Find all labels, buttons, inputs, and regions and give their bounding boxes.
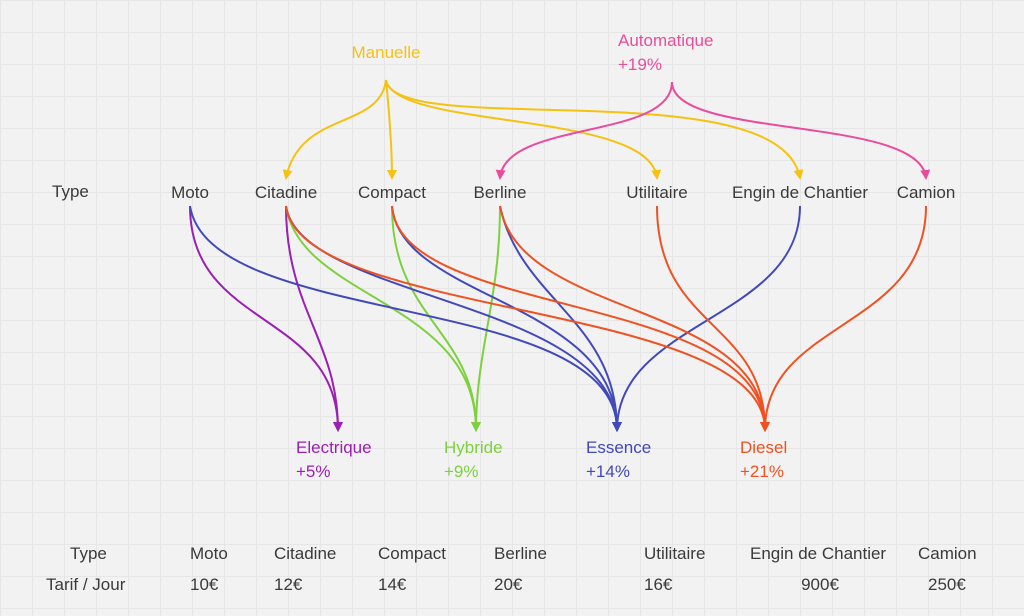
type-node-engin-de-chantier: Engin de Chantier xyxy=(731,183,869,202)
edge-citadine-electrique xyxy=(285,205,343,432)
type-node-utilitaire: Utilitaire xyxy=(626,183,688,202)
hybride-connectors xyxy=(285,205,501,432)
fuel-electrique-label: Electrique xyxy=(296,438,372,457)
edge-citadine-hybride xyxy=(285,205,481,432)
type-node-moto: Moto xyxy=(171,183,209,202)
tariff-price-engin-de-chantier: 900€ xyxy=(801,575,839,594)
automatic-connectors xyxy=(495,81,931,180)
edge-berline-diesel xyxy=(499,205,770,432)
fuel-essence-label: Essence xyxy=(586,438,652,457)
edge-auto-camion xyxy=(671,81,931,180)
type-node-berline: Berline xyxy=(473,183,527,202)
tariff-type-utilitaire: Utilitaire xyxy=(644,544,706,563)
fuel-node-essence: Essence +14% xyxy=(586,436,651,484)
transmission-manuelle: Manuelle xyxy=(351,43,421,62)
tariff-price-compact: 14€ xyxy=(378,575,407,594)
edge-auto-berline xyxy=(495,81,673,180)
edge-manuelle-compact xyxy=(385,79,397,180)
transmission-automatique: Automatique +19% xyxy=(618,29,713,77)
edge-manuelle-citadine xyxy=(282,79,387,180)
edge-utilitaire-diesel xyxy=(656,205,770,432)
tariff-price-berline: 20€ xyxy=(494,575,523,594)
tariff-type-moto: Moto xyxy=(190,544,228,563)
edge-compact-essence xyxy=(391,205,622,432)
edge-moto-essence xyxy=(189,205,622,432)
edge-camion-diesel xyxy=(760,205,927,432)
edge-berline-essence xyxy=(499,205,622,432)
tariff-price-moto: 10€ xyxy=(190,575,219,594)
electrique-connectors xyxy=(189,205,343,432)
type-row-label: Type xyxy=(52,182,89,201)
tariff-row-type-label: Type xyxy=(70,544,107,563)
edge-engin-essence xyxy=(612,205,801,432)
fuel-hybride-surcharge: +9% xyxy=(444,462,479,481)
fuel-diesel-surcharge: +21% xyxy=(740,462,784,481)
type-node-camion: Camion xyxy=(896,183,956,202)
edge-compact-hybride xyxy=(391,205,481,432)
tariff-type-engin-de-chantier: Engin de Chantier xyxy=(750,544,887,563)
tariff-type-citadine: Citadine xyxy=(274,544,337,563)
edge-compact-diesel xyxy=(391,205,770,432)
edge-berline-hybride xyxy=(471,205,501,432)
edge-citadine-diesel xyxy=(285,205,770,432)
fuel-diesel-label: Diesel xyxy=(740,438,788,457)
tariff-price-utilitaire: 16€ xyxy=(644,575,673,594)
tariff-type-camion: Camion xyxy=(918,544,977,563)
type-node-citadine: Citadine xyxy=(254,183,318,202)
edge-moto-electrique xyxy=(189,205,343,432)
essence-connectors xyxy=(189,205,801,432)
manual-connectors xyxy=(282,79,804,180)
tariff-type-berline: Berline xyxy=(494,544,547,563)
tariff-row-price-label: Tarif / Jour xyxy=(46,575,126,594)
type-node-compact: Compact xyxy=(357,183,427,202)
tariff-price-camion: 250€ xyxy=(928,575,966,594)
fuel-node-electrique: Electrique +5% xyxy=(296,436,372,484)
tariff-type-compact: Compact xyxy=(378,544,447,563)
diesel-connectors xyxy=(285,205,927,432)
edge-manuelle-engin xyxy=(385,79,804,180)
transmission-automatique-label: Automatique xyxy=(618,31,714,50)
fuel-node-hybride: Hybride +9% xyxy=(444,436,503,484)
transmission-automatique-surcharge: +19% xyxy=(618,55,662,74)
fuel-node-diesel: Diesel +21% xyxy=(740,436,787,484)
edge-manuelle-utilitaire xyxy=(385,79,662,180)
tariff-price-citadine: 12€ xyxy=(274,575,303,594)
fuel-hybride-label: Hybride xyxy=(444,438,503,457)
fuel-essence-surcharge: +14% xyxy=(586,462,630,481)
fuel-electrique-surcharge: +5% xyxy=(296,462,331,481)
